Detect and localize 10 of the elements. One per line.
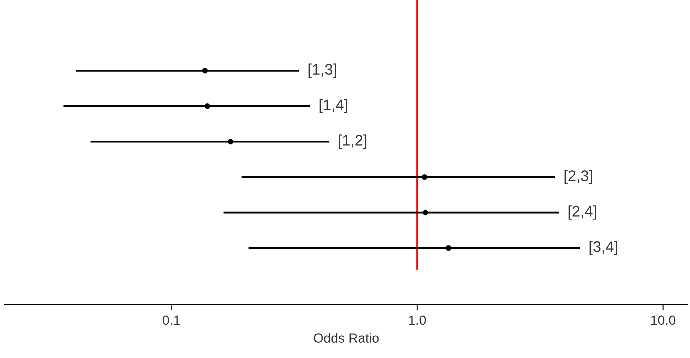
- y-tick-label: [1,3]: [308, 64, 336, 78]
- x-tick-label: 10.0: [651, 316, 676, 326]
- y-tick-label: [1,2]: [339, 134, 367, 149]
- x-tick-label: 0.1: [162, 316, 180, 326]
- x-tick-label: 1.0: [409, 316, 426, 326]
- y-tick-label: [2,4]: [568, 206, 596, 220]
- y-tick-label: [3,4]: [590, 241, 618, 256]
- y-tick-label: [1,4]: [320, 99, 348, 114]
- x-axis-title: Odds Ratio: [314, 333, 379, 343]
- y-tick-label: [2,3]: [564, 170, 592, 184]
